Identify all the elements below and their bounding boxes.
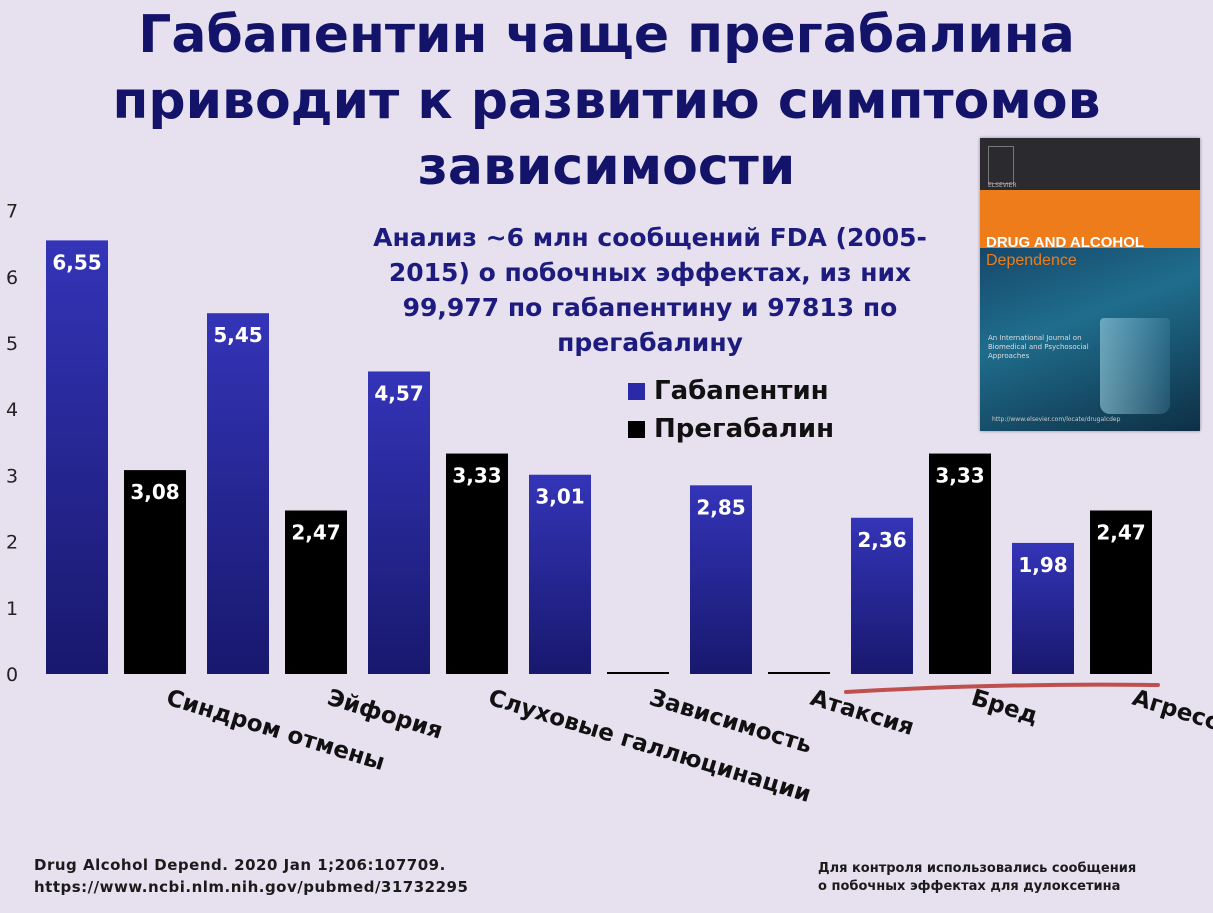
title-line-2: приводит к развитию симптомов xyxy=(112,71,1101,131)
control-note: Для контроля использовались сообщения о … xyxy=(818,860,1136,896)
category-label: Атаксия xyxy=(807,685,917,741)
cover-journal-title: DRUG AND ALCOHOL xyxy=(986,234,1145,251)
data-label: 3,08 xyxy=(130,480,179,504)
y-tick-label: 5 xyxy=(6,333,18,355)
slide-title: Габапентин чаще прегабалина приводит к р… xyxy=(0,2,1213,200)
bar-pregabalin xyxy=(285,510,347,674)
glass-icon xyxy=(1100,318,1170,414)
legend-swatch-gabapentin xyxy=(628,382,645,400)
title-line-3: зависимости xyxy=(417,137,796,197)
highlight-underline xyxy=(844,682,1160,694)
cover-journal-subtitle: Dependence xyxy=(986,252,1077,269)
y-tick-label: 2 xyxy=(6,532,18,554)
bar-pregabalin xyxy=(1090,510,1152,674)
bar-gabapentin xyxy=(529,474,591,674)
bar-pregabalin xyxy=(768,672,830,674)
cover-orange-band xyxy=(980,190,1200,248)
category-label: Агрессия xyxy=(1129,685,1213,745)
data-label: 1,98 xyxy=(1018,553,1067,577)
citation: Drug Alcohol Depend. 2020 Jan 1;206:1077… xyxy=(34,854,468,898)
citation-link[interactable]: https://www.ncbi.nlm.nih.gov/pubmed/3173… xyxy=(34,878,469,896)
y-tick-label: 6 xyxy=(6,267,18,289)
bar-gabapentin xyxy=(46,240,108,674)
category-label: Эйфория xyxy=(324,685,445,745)
data-label: 2,47 xyxy=(291,520,340,544)
y-tick-label: 3 xyxy=(6,465,18,487)
data-label: 2,85 xyxy=(696,495,745,519)
legend-label-gabapentin: Габапентин xyxy=(654,376,829,406)
data-label: 2,47 xyxy=(1096,520,1145,544)
bars: 6,55 3,08 5,45 2,47 4,57 3,33 3,01 2,85 2,36 3,33… xyxy=(46,240,1152,674)
subtitle-line-1: Анализ ~6 млн сообщений FDA (2005- xyxy=(373,223,927,252)
legend-label-pregabalin: Прегабалин xyxy=(654,414,835,444)
legend-swatch-pregabalin xyxy=(628,420,645,438)
bar-gabapentin xyxy=(368,371,430,674)
bar-gabapentin xyxy=(1012,542,1074,674)
data-label: 3,01 xyxy=(535,485,584,509)
journal-cover-image: ELSEVIER DRUG AND ALCOHOL Dependence An … xyxy=(980,138,1200,431)
cover-publisher: ELSEVIER xyxy=(988,182,1017,189)
y-tick-label: 1 xyxy=(6,598,18,620)
subtitle-line-3: 99,977 по габапентину и 97813 по xyxy=(402,293,898,322)
bar-pregabalin xyxy=(124,470,186,674)
bar-gabapentin xyxy=(690,485,752,674)
y-tick-label: 0 xyxy=(6,664,18,686)
subtitle-line-4: прегабалину xyxy=(557,328,743,357)
bar-gabapentin xyxy=(851,517,913,674)
bar-pregabalin xyxy=(929,453,991,674)
data-label: 3,33 xyxy=(452,464,501,488)
cover-url: http://www.elsevier.com/locate/drugalcde… xyxy=(992,416,1121,423)
data-label: 2,36 xyxy=(857,528,906,552)
data-label: 3,33 xyxy=(935,464,984,488)
bar-gabapentin xyxy=(207,313,269,674)
bar-pregabalin xyxy=(446,453,508,674)
legend-item-gabapentin: Габапентин xyxy=(628,372,834,410)
control-note-line-1: Для контроля использовались сообщения xyxy=(818,861,1137,876)
subtitle-line-2: 2015) о побочных эффектах, из них xyxy=(388,258,912,287)
y-axis: 0 1 2 3 4 5 6 7 xyxy=(6,201,18,686)
control-note-line-2: о побочных эффектах для дулоксетина xyxy=(818,879,1121,894)
y-tick-label: 4 xyxy=(6,399,18,421)
cover-header xyxy=(980,138,1200,190)
y-tick-label: 7 xyxy=(6,201,18,223)
bar-pregabalin xyxy=(607,672,669,674)
data-label: 5,45 xyxy=(213,323,262,347)
subtitle: Анализ ~6 млн сообщений FDA (2005- 2015)… xyxy=(330,220,970,360)
category-label: Бред xyxy=(968,685,1041,730)
legend-item-pregabalin: Прегабалин xyxy=(628,410,834,448)
data-label: 6,55 xyxy=(52,250,101,274)
elsevier-logo-icon xyxy=(988,146,1014,184)
title-line-1: Габапентин чаще прегабалина xyxy=(138,5,1075,65)
legend: Габапентин Прегабалин xyxy=(628,372,834,448)
cover-description: An International Journal on Biomedical a… xyxy=(988,334,1089,360)
citation-line-1: Drug Alcohol Depend. 2020 Jan 1;206:1077… xyxy=(34,856,446,874)
data-label: 4,57 xyxy=(374,381,423,405)
